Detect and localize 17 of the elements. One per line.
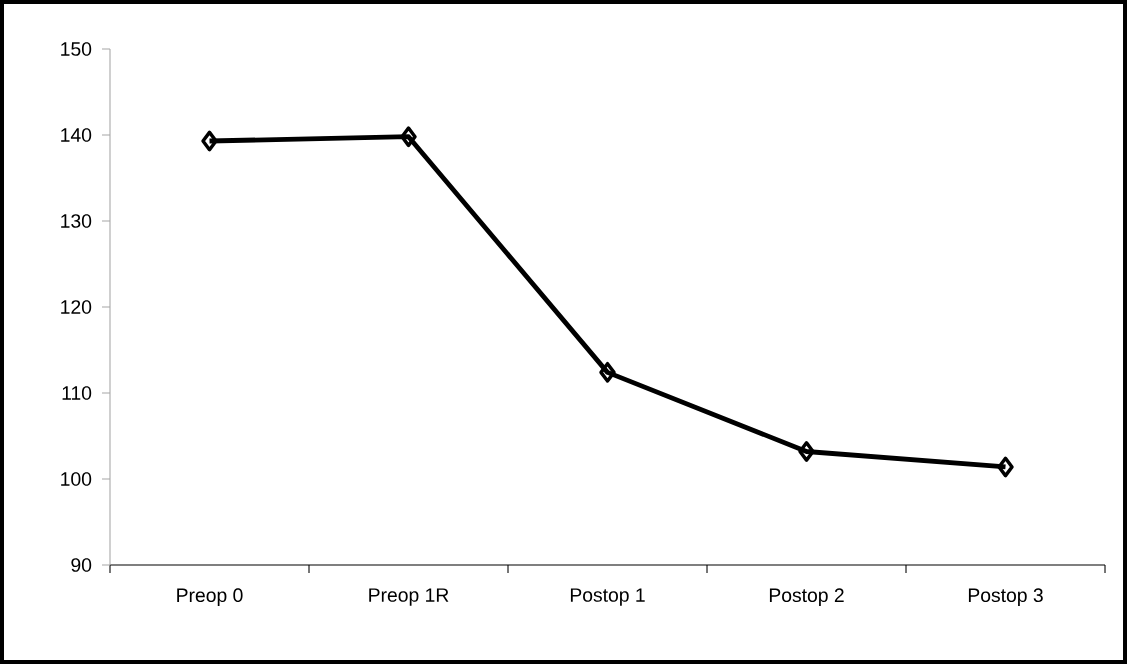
y-tick-label: 140 xyxy=(61,128,92,142)
y-tick-label: 120 xyxy=(61,300,92,314)
x-tick-label: Preop 0 xyxy=(177,588,243,606)
point xyxy=(997,456,1014,478)
point xyxy=(599,361,616,383)
x-tick-label: Postop 3 xyxy=(968,588,1043,606)
x-tick-label: Postop 2 xyxy=(769,588,844,606)
y-tick-label: 130 xyxy=(61,214,92,228)
x-tick-label: Postop 1 xyxy=(570,588,645,606)
point xyxy=(201,130,218,152)
point xyxy=(400,126,417,148)
y-tick-label: 90 xyxy=(71,558,92,572)
x-tick-label: Preop 1R xyxy=(369,588,449,606)
y-tick-label: 100 xyxy=(61,472,92,486)
y-tick-label: 110 xyxy=(62,386,92,400)
y-tick-label: 150 xyxy=(61,42,92,56)
point xyxy=(798,441,815,462)
